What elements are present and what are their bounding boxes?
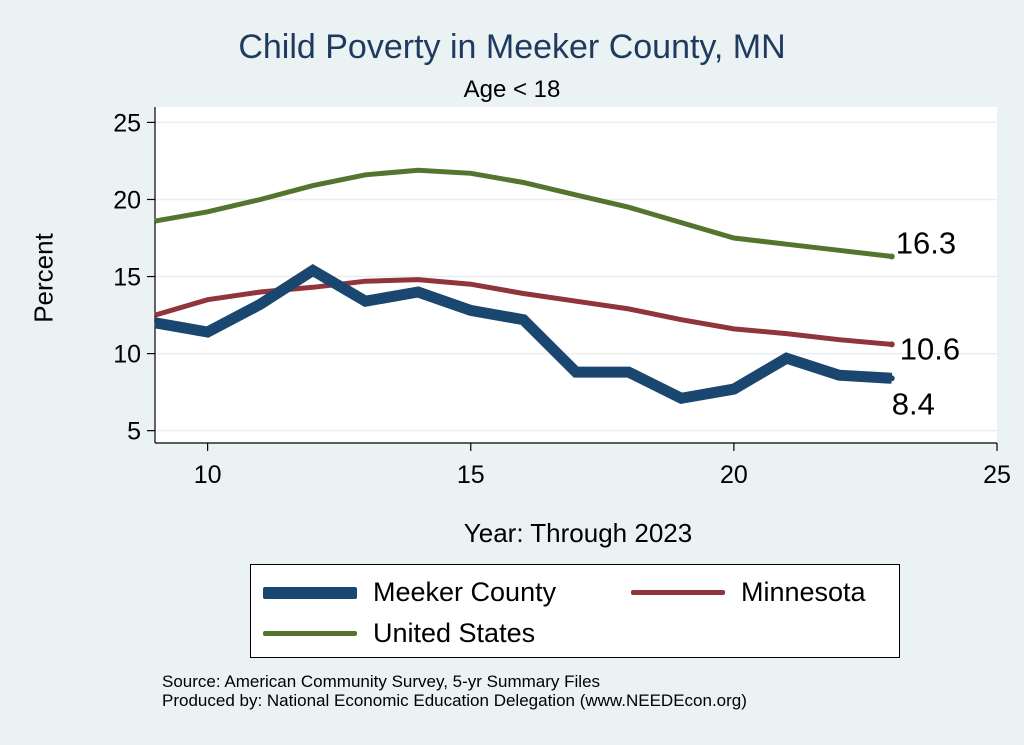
x-tick-label: 20 [720, 461, 748, 489]
legend-item-united-states: United States [263, 618, 535, 649]
legend-label-united-states: United States [373, 618, 536, 648]
legend: Meeker County Minnesota United States [250, 564, 900, 658]
legend-item-minnesota: Minnesota [631, 577, 866, 608]
data-label: 16.3 [896, 226, 956, 261]
x-tick-label: 25 [983, 461, 1011, 489]
chart-plot: 5 10 15 20 25 10 15 20 25 16.3 10.6 8.4 [113, 107, 1011, 489]
data-label: 10.6 [900, 331, 960, 366]
legend-item-meeker-county: Meeker County [263, 577, 556, 608]
y-tick-label: 20 [113, 186, 141, 214]
end-marker [888, 375, 895, 382]
y-tick-label: 10 [113, 341, 141, 369]
source-line: Source: American Community Survey, 5-yr … [162, 672, 601, 691]
y-axis-label: Percent [28, 233, 59, 323]
x-tick-label: 10 [194, 461, 222, 489]
source-note: Source: American Community Survey, 5-yr … [162, 672, 747, 710]
y-tick-label: 5 [127, 418, 141, 446]
legend-label-meeker-county: Meeker County [373, 577, 557, 607]
y-tick-label: 15 [113, 264, 141, 292]
legend-swatch-meeker-county [263, 586, 357, 599]
y-tick-label: 25 [113, 109, 141, 137]
producer-line: Produced by: National Economic Education… [162, 691, 747, 710]
end-marker [888, 253, 895, 260]
legend-swatch-united-states [263, 631, 357, 636]
x-axis-label: Year: Through 2023 [463, 518, 693, 548]
data-label: 8.4 [892, 386, 935, 421]
legend-swatch-minnesota [631, 590, 725, 595]
chart-title: Child Poverty in Meeker County, MN [238, 28, 786, 66]
plot-area [155, 107, 997, 443]
legend-label-minnesota: Minnesota [741, 577, 866, 607]
chart-subtitle: Age < 18 [463, 76, 561, 103]
x-tick-label: 15 [457, 461, 485, 489]
end-marker [888, 341, 895, 348]
